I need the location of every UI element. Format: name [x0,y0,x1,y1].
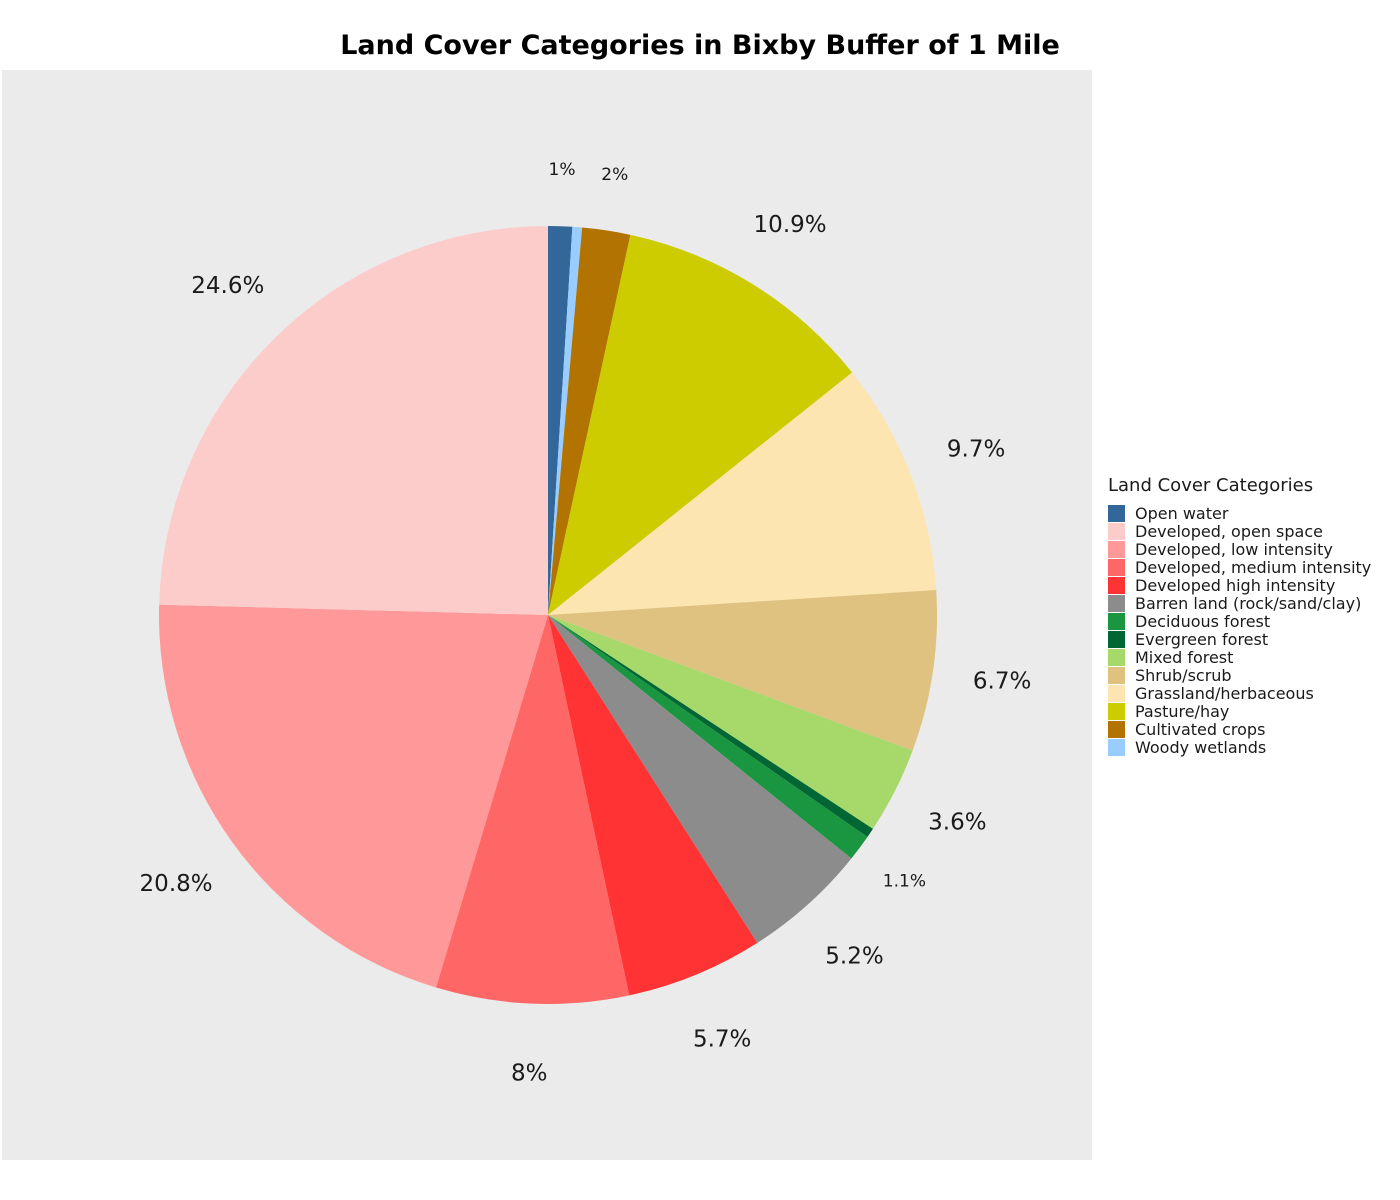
legend-label: Deciduous forest [1135,611,1271,631]
pie-slice [159,226,548,615]
legend-label: Grassland/herbaceous [1135,683,1314,703]
legend-item: Pasture/hay [1108,701,1371,721]
slice-label: 1% [549,160,576,180]
legend-item: Open water [1108,503,1371,523]
slice-label: 9.7% [947,437,1005,463]
pie-slice [548,589,938,751]
pie-slice [436,615,630,1005]
legend-swatch [1108,612,1125,630]
legend-label: Woody wetlands [1135,737,1267,757]
legend-swatch [1108,720,1125,738]
legend-title: Land Cover Categories [1108,475,1314,496]
legend-item: Developed, medium intensity [1108,557,1372,577]
legend-label: Open water [1135,503,1229,523]
pie-slice [159,604,548,988]
legend-label: Pasture/hay [1135,701,1230,721]
slice-label: 3.6% [928,810,986,836]
pie-slice [548,615,758,996]
legend-item: Woody wetlands [1108,737,1371,757]
slice-label: 6.7% [973,669,1031,695]
slice-label: 8% [511,1061,548,1087]
pie-slice [548,226,573,615]
legend-swatch [1108,666,1125,684]
slice-label: 2% [601,165,628,185]
legend-label: Evergreen forest [1135,629,1269,649]
pie-chart: 1% 2% 10.9% 9.7% 6.7% 3.6% 1.1% 5.2% 5.7% 8% 20.8%… [140,160,1032,1087]
legend-item: Developed, open space [1108,521,1371,541]
legend-swatch [1108,594,1125,612]
legend-item: Shrub/scrub [1108,665,1371,685]
legend-swatch [1108,558,1125,576]
pie-slice [548,234,853,615]
legend-label: Developed, open space [1135,521,1323,541]
legend-swatch [1108,540,1125,558]
legend-swatch [1108,504,1125,522]
legend-swatch [1108,684,1125,702]
legend-label: Developed high intensity [1135,575,1336,595]
legend-item: Cultivated crops [1108,719,1371,739]
slice-label: 24.6% [191,273,264,299]
slice-label: 5.2% [825,944,883,970]
legend-label: Shrub/scrub [1135,665,1232,685]
legend-item: Barren land (rock/sand/clay) [1108,593,1371,613]
legend-swatch [1108,648,1125,666]
legend-swatch [1108,576,1125,594]
legend-item: Developed, low intensity [1108,539,1371,559]
legend-item: Grassland/herbaceous [1108,683,1371,703]
legend-label: Developed, medium intensity [1135,557,1372,577]
legend-swatch [1108,738,1125,756]
slice-label: 20.8% [140,871,213,897]
pie-slice [548,227,631,615]
legend-items: Open water Developed, open space Developed… [1108,503,1372,757]
legend-swatch [1108,702,1125,720]
legend-item: Mixed forest [1108,647,1371,667]
pie-slice [548,372,937,615]
pie-slice [548,226,583,615]
legend-swatch [1108,522,1125,540]
legend-item: Deciduous forest [1108,611,1371,631]
legend-label: Mixed forest [1135,647,1234,667]
legend-label: Barren land (rock/sand/clay) [1135,593,1362,613]
pie-slice [548,615,873,837]
legend-swatch [1108,630,1125,648]
legend: Land Cover Categories Open water Develope… [1108,475,1372,757]
pie-slice [548,615,852,943]
pie-slice [548,615,913,829]
slice-label: 1.1% [883,871,926,891]
legend-item: Developed high intensity [1108,575,1371,595]
legend-item: Evergreen forest [1108,629,1371,649]
legend-label: Cultivated crops [1135,719,1266,739]
slice-label: 5.7% [693,1027,751,1053]
pie-slice [548,615,868,859]
legend-label: Developed, low intensity [1135,539,1333,559]
slice-label: 10.9% [754,212,827,238]
chart-title: Land Cover Categories in Bixby Buffer of… [340,30,1060,61]
